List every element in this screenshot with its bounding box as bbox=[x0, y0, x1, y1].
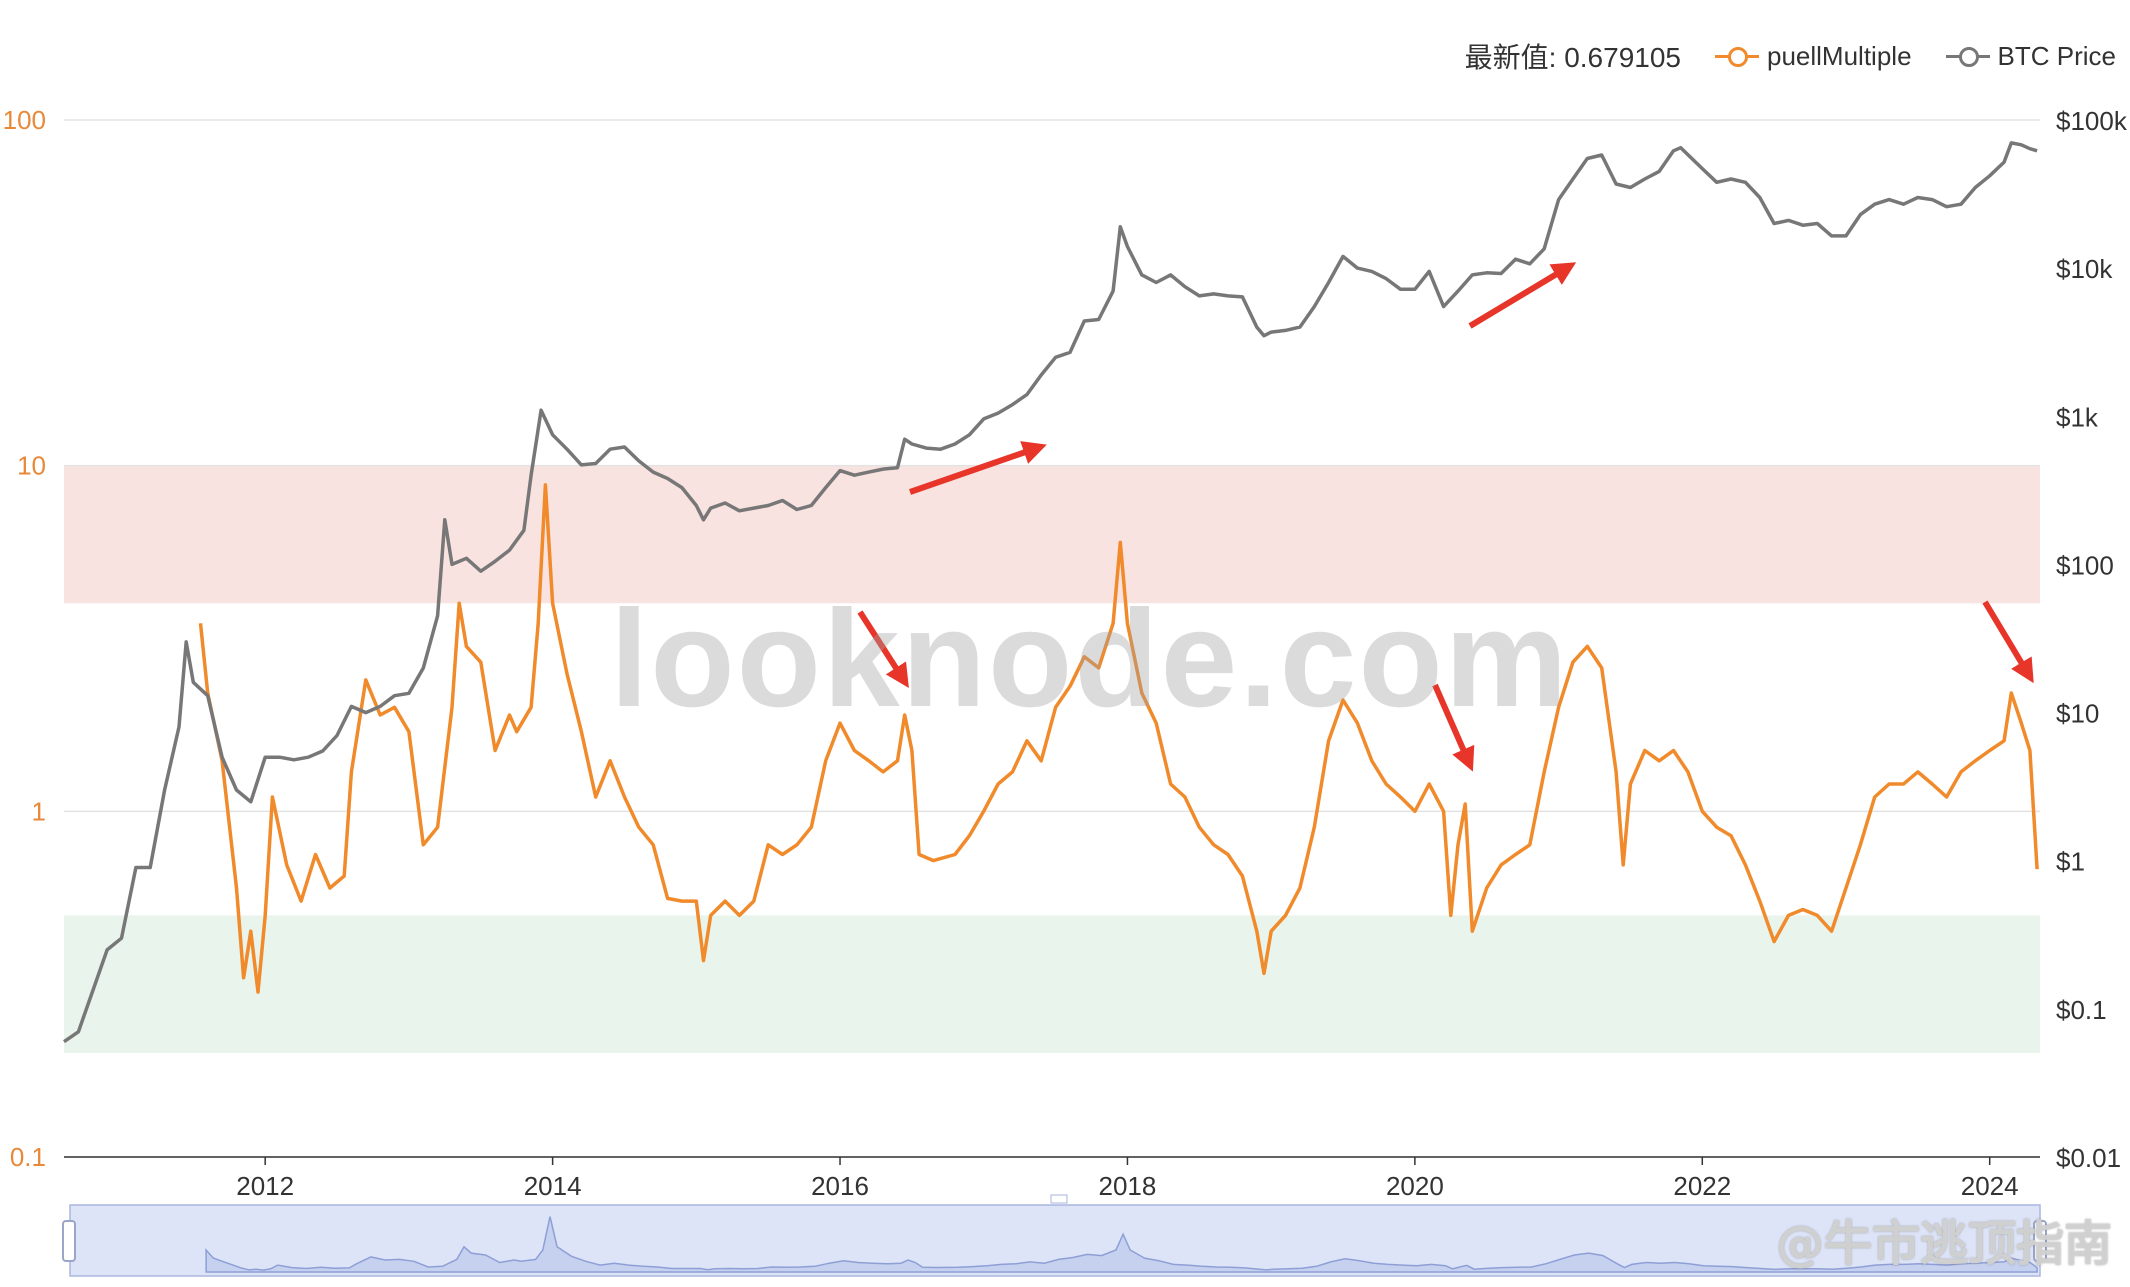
legend-label-btc: BTC Price bbox=[1997, 40, 2116, 71]
band-overheat bbox=[64, 465, 2040, 604]
legend-item-btc[interactable]: BTC Price bbox=[1945, 40, 2116, 72]
left-axis-tick-label: 100 bbox=[3, 105, 46, 135]
navigator-preview-area bbox=[205, 1216, 2038, 1273]
latest-value-label: 最新值: 0.679105 bbox=[1464, 42, 1681, 73]
band-undervalued bbox=[64, 915, 2040, 1053]
right-axis-tick-label: $10k bbox=[2056, 254, 2113, 284]
x-axis-tick-label: 2024 bbox=[1961, 1171, 2019, 1201]
annotation-arrow bbox=[909, 441, 1047, 495]
navigator-right-handle[interactable] bbox=[2033, 1220, 2047, 1262]
right-axis-tick-label: $100k bbox=[2056, 106, 2128, 136]
left-axis-tick-label: 1 bbox=[32, 796, 46, 826]
right-axis-tick-label: $10 bbox=[2056, 699, 2099, 729]
legend: 最新值: 0.679105 puellMultiple BTC Price bbox=[1465, 36, 2116, 76]
right-axis-tick-label: $1 bbox=[2056, 847, 2085, 877]
x-axis-tick-label: 2020 bbox=[1386, 1171, 1444, 1201]
navigator-drag-grip[interactable] bbox=[1050, 1194, 1068, 1204]
right-axis-tick-label: $100 bbox=[2056, 550, 2114, 580]
legend-label-puell: puellMultiple bbox=[1767, 40, 1912, 71]
legend-item-puell[interactable]: puellMultiple bbox=[1715, 41, 1912, 72]
annotation-arrow bbox=[1468, 262, 1577, 329]
legend-swatch-puell-icon bbox=[1715, 45, 1759, 67]
series-line-btc-price bbox=[63, 141, 2038, 1044]
x-axis-tick-label: 2022 bbox=[1673, 1171, 1731, 1201]
right-axis-tick-label: $0.01 bbox=[2056, 1143, 2121, 1173]
annotation-arrow bbox=[857, 610, 909, 689]
x-axis-tick-label: 2012 bbox=[236, 1171, 294, 1201]
legend-swatch-btc-icon bbox=[1945, 45, 1990, 67]
x-axis-tick-label: 2016 bbox=[811, 1171, 869, 1201]
left-axis-tick-label: 0.1 bbox=[10, 1142, 46, 1172]
x-axis-tick-label: 2018 bbox=[1099, 1171, 1157, 1201]
x-axis-tick-label: 2014 bbox=[524, 1171, 582, 1201]
navigator-left-handle[interactable] bbox=[62, 1220, 76, 1262]
left-axis-tick-label: 10 bbox=[17, 451, 46, 481]
right-axis-tick-label: $0.1 bbox=[2056, 995, 2107, 1025]
annotation-arrow bbox=[1982, 600, 2034, 684]
right-axis-tick-label: $1k bbox=[2056, 402, 2099, 432]
annotation-arrow bbox=[1432, 683, 1475, 772]
series-line-puell-multiple bbox=[198, 483, 2039, 994]
